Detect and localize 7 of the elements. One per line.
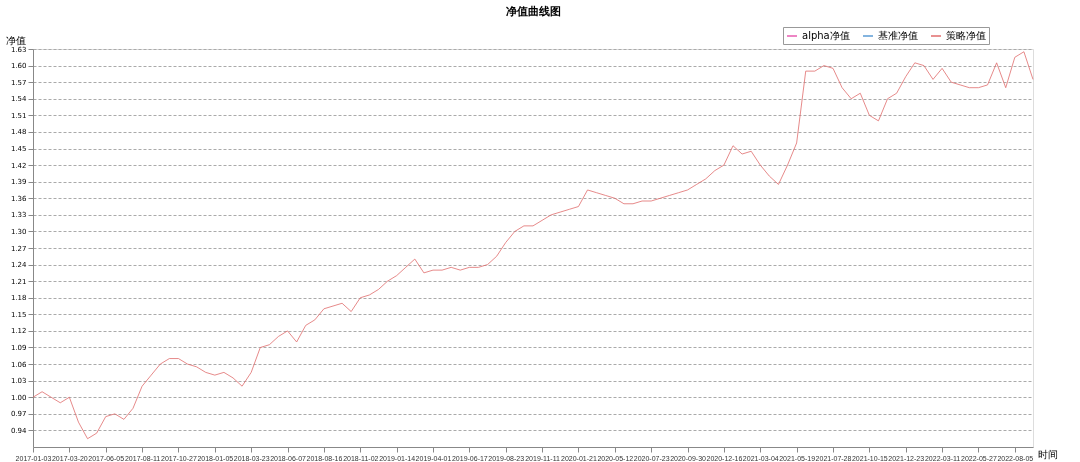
x-axis-title: 时间: [1037, 448, 1058, 460]
legend-label: 策略净值: [946, 30, 986, 41]
legend-label: alpha净值: [802, 30, 850, 41]
line-series: [32, 51, 1034, 440]
y-axis-title: 净值: [5, 34, 26, 46]
legend-label: 基准净值: [878, 30, 918, 41]
chart-title: 净值曲线图: [505, 4, 561, 18]
